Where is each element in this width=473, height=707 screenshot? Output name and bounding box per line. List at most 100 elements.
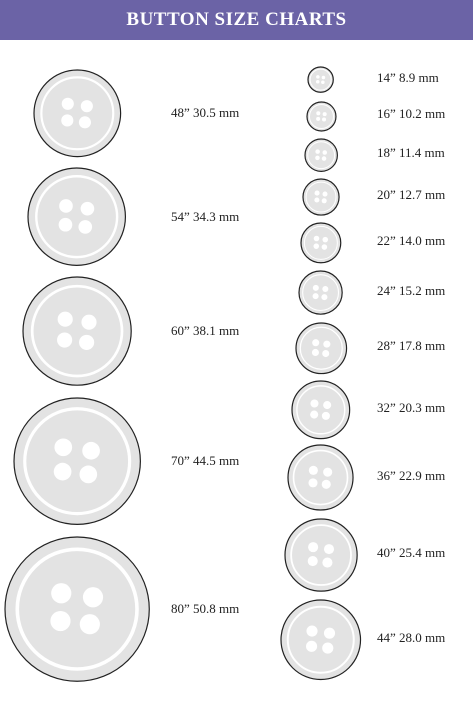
button-hole: [321, 349, 329, 357]
button-outer-circle: [4, 536, 150, 682]
size-label-16: 16” 10.2 mm: [377, 106, 446, 121]
button-hole: [308, 542, 319, 553]
size-label-32: 32” 20.3 mm: [377, 400, 446, 415]
button-hole: [80, 202, 95, 216]
button-hole: [79, 613, 100, 635]
button-hole: [322, 286, 329, 293]
button-hole: [306, 625, 318, 637]
button-hole: [57, 311, 73, 327]
button-rim-ring: [35, 175, 119, 259]
button-22-icon: [300, 222, 342, 264]
button-hole: [321, 80, 325, 85]
button-hole: [323, 340, 331, 348]
button-rim-ring: [305, 181, 337, 213]
button-hole: [80, 99, 93, 112]
button-18-icon: [304, 138, 338, 172]
button-rim-ring: [308, 103, 334, 129]
button-outer-circle: [302, 178, 340, 216]
button-hole: [79, 465, 97, 484]
button-outer-circle: [291, 380, 351, 440]
button-hole: [307, 555, 318, 566]
size-label-44: 44” 28.0 mm: [377, 630, 446, 645]
button-hole: [321, 294, 328, 301]
button-14-icon: [307, 66, 335, 94]
header-bar: BUTTON SIZE CHARTS: [0, 0, 473, 40]
button-hole: [322, 76, 326, 80]
button-hole: [78, 220, 93, 234]
button-hole: [56, 332, 73, 348]
button-hole: [315, 110, 320, 115]
button-hole: [81, 314, 97, 330]
button-outer-circle: [295, 322, 347, 374]
button-24-icon: [298, 270, 344, 316]
size-label-48: 48” 30.5 mm: [171, 105, 240, 120]
button-hole: [314, 197, 320, 203]
button-hole: [78, 334, 95, 350]
size-label-20: 20” 12.7 mm: [377, 187, 446, 202]
size-label-80: 80” 50.8 mm: [171, 601, 240, 616]
button-hole: [53, 462, 72, 481]
button-hole: [314, 190, 320, 196]
button-70-icon: [13, 397, 141, 525]
button-hole: [323, 401, 332, 410]
button-hole: [323, 468, 333, 478]
button-hole: [82, 586, 103, 608]
button-hole: [321, 156, 327, 161]
button-36-icon: [287, 444, 355, 512]
button-outer-circle: [307, 66, 335, 94]
button-hole: [50, 610, 71, 631]
button-rim-ring: [307, 141, 335, 169]
button-hole: [324, 627, 336, 640]
button-hole: [314, 155, 320, 160]
size-label-18: 18” 11.4 mm: [377, 145, 445, 160]
page-title: BUTTON SIZE CHARTS: [126, 9, 347, 30]
button-hole: [51, 583, 72, 604]
button-hole: [313, 285, 320, 292]
button-rim-ring: [30, 284, 124, 378]
button-hole: [60, 114, 74, 127]
button-rim-ring: [303, 225, 338, 260]
button-hole: [321, 198, 327, 204]
button-44-icon: [280, 599, 362, 681]
button-outer-circle: [284, 518, 358, 592]
button-hole: [315, 149, 320, 154]
button-hole: [308, 478, 319, 488]
button-hole: [59, 199, 74, 214]
button-hole: [322, 480, 332, 490]
button-outer-circle: [298, 270, 344, 316]
button-hole: [322, 411, 331, 421]
button-60-icon: [22, 276, 132, 386]
button-hole: [306, 640, 318, 653]
button-28-icon: [295, 322, 347, 374]
button-outer-circle: [13, 397, 141, 525]
button-hole: [82, 441, 100, 460]
button-hole: [311, 338, 319, 346]
button-rim-ring: [22, 406, 132, 516]
button-hole: [313, 243, 320, 250]
size-label-70: 70” 44.5 mm: [171, 453, 240, 468]
button-hole: [309, 466, 319, 476]
button-hole: [78, 115, 91, 129]
size-label-28: 28” 17.8 mm: [377, 338, 446, 353]
button-hole: [322, 191, 328, 197]
button-outer-circle: [27, 167, 127, 267]
button-hole: [322, 557, 333, 568]
button-hole: [316, 80, 320, 84]
button-40-icon: [284, 518, 358, 592]
size-label-40: 40” 25.4 mm: [377, 545, 446, 560]
size-label-60: 60” 38.1 mm: [171, 323, 240, 338]
button-hole: [321, 116, 326, 122]
button-outer-circle: [22, 276, 132, 386]
button-hole: [323, 543, 334, 555]
button-outer-circle: [280, 599, 362, 681]
button-32-icon: [291, 380, 351, 440]
button-hole: [312, 293, 320, 300]
button-rim-ring: [310, 69, 332, 91]
size-label-14: 14” 8.9 mm: [377, 70, 439, 85]
button-16-icon: [305, 100, 337, 132]
button-outer-circle: [287, 444, 355, 512]
button-hole: [54, 438, 72, 456]
button-outer-circle: [300, 222, 342, 264]
button-hole: [61, 97, 74, 110]
button-hole: [311, 348, 319, 356]
